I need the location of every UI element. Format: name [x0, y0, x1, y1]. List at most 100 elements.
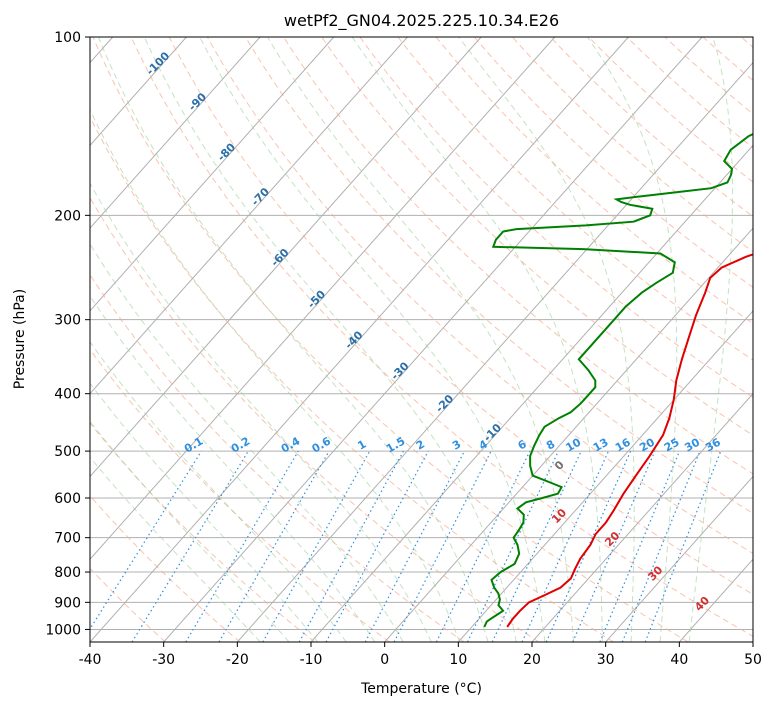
moist-adiabat	[90, 420, 290, 642]
dry-adiabat	[245, 37, 753, 514]
dry-adiabat	[90, 348, 390, 642]
moist-adiabat	[90, 341, 347, 642]
mixing-ratio-label: 13	[591, 436, 611, 455]
isotherm-label: 20	[602, 529, 622, 549]
moist-adiabat	[90, 243, 404, 642]
isotherm-line	[384, 227, 753, 642]
x-tick-label: 40	[670, 652, 688, 668]
isotherm-label: -50	[305, 288, 328, 311]
dry-adiabat	[321, 37, 753, 436]
chart-title: wetPf2_GN04.2025.225.10.34.E26	[284, 11, 559, 31]
x-tick-label: 10	[449, 652, 467, 668]
x-tick-label: -20	[226, 652, 249, 668]
moist-adiabat	[90, 108, 461, 642]
isotherm-line	[163, 37, 703, 642]
mixing-ratio-line	[393, 450, 492, 642]
mixing-ratio-label: 0.2	[229, 435, 252, 456]
dry-adiabat	[130, 37, 753, 637]
mixing-ratio-line	[90, 450, 202, 631]
isotherm-line	[90, 37, 629, 642]
dry-adiabat	[168, 37, 753, 596]
isotherm-label: -90	[186, 90, 209, 113]
mixing-ratio-line	[185, 450, 299, 642]
mixing-ratio-line	[599, 450, 681, 642]
mixing-ratio-label: 25	[662, 436, 682, 455]
mixing-ratio-line	[262, 450, 371, 642]
isotherm-label: -60	[268, 246, 291, 269]
mixing-ratio-line	[491, 450, 582, 642]
isotherm-line	[90, 37, 335, 312]
dry-adiabat	[90, 567, 166, 642]
moist-adiabat	[199, 37, 546, 642]
isotherm-line	[752, 641, 753, 642]
moist-adiabat	[90, 456, 261, 642]
isotherm-label: -40	[342, 328, 365, 351]
plot-frame	[89, 36, 754, 643]
mixing-ratio-label: 2	[414, 438, 427, 453]
isotherm-line	[457, 310, 753, 642]
mixing-ratio-line	[131, 450, 249, 642]
isotherm-line	[90, 37, 187, 147]
x-tick-label: -10	[300, 652, 323, 668]
isotherm-line	[90, 37, 261, 229]
isotherm-line	[90, 37, 408, 395]
moist-adiabat	[90, 182, 432, 642]
x-tick-label: 20	[523, 652, 541, 668]
x-axis: -40 -30 -20 -10 0 10 20 30 40 50	[79, 642, 762, 668]
isotherm-label: -100	[144, 49, 173, 78]
isotherm-label: 30	[645, 563, 665, 583]
isotherm-line	[236, 61, 753, 642]
y-tick-label: 800	[54, 565, 81, 581]
background-lines	[90, 37, 753, 642]
isotherm-line	[605, 475, 753, 642]
dry-adiabat	[702, 37, 753, 82]
dry-adiabat	[90, 422, 316, 642]
mixing-ratio-label: 36	[703, 435, 723, 454]
x-tick-label: -40	[79, 652, 102, 668]
line-labels: 0.1 0.2 0.4 0.6 1 1.5 2 3 4 6 8 10 13 16 20 25 30 36-100-…	[144, 49, 724, 614]
x-tick-label: 50	[744, 652, 762, 668]
x-tick-label: -30	[152, 652, 175, 668]
mixing-ratio-line	[218, 450, 330, 642]
moist-adiabat	[587, 37, 678, 642]
isotherm-line	[90, 37, 556, 560]
dry-adiabat	[90, 196, 540, 642]
mixing-ratio-line	[364, 450, 465, 642]
mixing-ratio-line	[644, 450, 722, 642]
isotherm-label: -20	[433, 392, 456, 415]
mixing-ratio-label: 1	[355, 438, 368, 453]
isotherm-label: 10	[549, 506, 569, 526]
y-tick-label: 400	[54, 387, 81, 403]
mixing-ratio-line	[521, 450, 610, 642]
moist-adiabat	[458, 37, 635, 642]
mixing-ratio-label: 30	[682, 435, 702, 454]
dry-adiabat	[740, 37, 753, 48]
isotherm-line	[531, 392, 753, 642]
y-tick-label: 600	[54, 491, 81, 507]
moist-adiabat	[90, 295, 376, 642]
y-tick-label: 500	[54, 444, 81, 460]
dry-adiabat	[92, 37, 689, 642]
sounding-series	[483, 132, 753, 628]
dry-adiabat	[206, 37, 753, 554]
x-tick-label: 30	[597, 652, 615, 668]
moist-adiabat	[688, 37, 734, 642]
dry-adiabat	[90, 273, 465, 642]
isotherm-label: 0	[552, 458, 567, 473]
y-tick-label: 300	[54, 313, 81, 329]
moist-adiabat	[143, 37, 517, 642]
y-tick-label: 200	[54, 208, 81, 224]
y-tick-label: 100	[54, 30, 81, 46]
dry-adiabat	[283, 37, 753, 475]
isotherm-line	[310, 144, 753, 642]
mixing-ratio-line	[325, 450, 429, 642]
isotherm-label: -70	[249, 185, 272, 208]
moist-adiabat	[267, 37, 575, 642]
moist-adiabat	[90, 382, 319, 642]
isotherm-label: -80	[215, 140, 238, 163]
sounding-line	[483, 132, 753, 628]
x-tick-label: 0	[380, 652, 389, 668]
mixing-ratio-label: 0.6	[310, 434, 334, 455]
dry-adiabat	[90, 495, 241, 642]
